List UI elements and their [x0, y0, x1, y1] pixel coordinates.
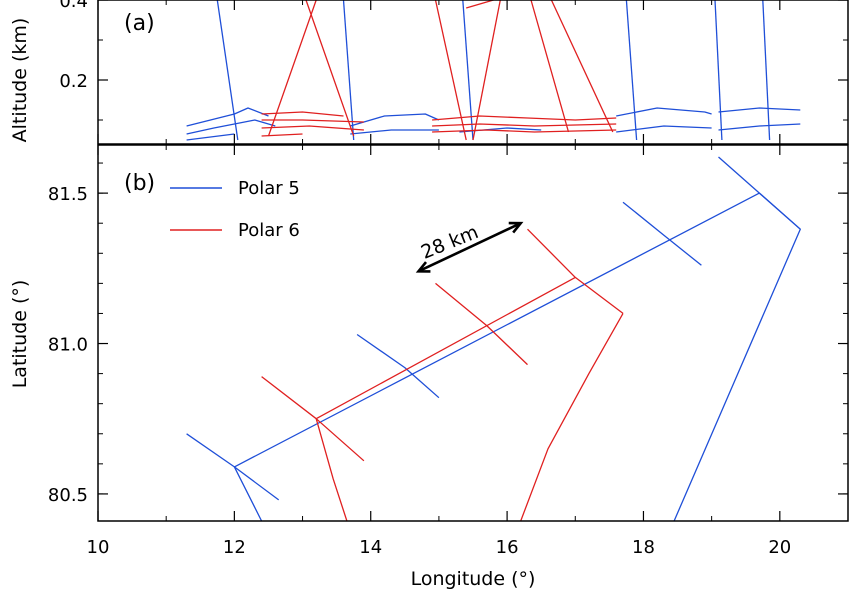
panel-a-series-2-track-6: [432, 123, 617, 127]
panel-a-series-1-track-12: [342, 0, 355, 141]
panel-a-series-2-track-7: [432, 129, 617, 133]
panel-b-series-2-track-5: [527, 228, 624, 314]
panel-a-ticks: 0.2 0.4: [59, 0, 848, 144]
panel-a-series-2-track-14: [466, 0, 494, 9]
panel-a-series-2-track-12: [530, 0, 570, 133]
distance-arrow-head: [508, 221, 524, 234]
legend-label-polar-6: Polar 6: [238, 220, 300, 241]
panel-a-series-2-track-3: [261, 125, 364, 131]
distance-arrow-head: [415, 261, 431, 273]
panel-b-series-1-track-3: [356, 333, 440, 399]
panel-b-x-axis-title: Longitude (°): [411, 568, 536, 590]
panel-a-series-1-track-8: [616, 125, 712, 133]
panel-b-x-tick-label: 10: [87, 537, 110, 558]
panel-b-series-1-track-4: [622, 201, 702, 266]
panel-b-x-tick-label: 12: [223, 537, 246, 558]
panel-b-series-2-track-2: [315, 418, 348, 521]
panel-b-plot-area: [186, 156, 801, 521]
panel-a-y-tick-label: 0.4: [59, 0, 88, 12]
panel-a-series-1-track-3: [186, 133, 235, 141]
panel-b: 10 12 14 16 18 20 80.5 81.0 81.5 (b) Latitude (°…: [9, 144, 849, 590]
panel-a-series-1-track-4: [350, 113, 440, 127]
panel-a-series-2-track-2: [261, 119, 364, 123]
panel-b-ticks: 10 12 14 16 18 20 80.5 81.0 81.5: [48, 145, 848, 558]
panel-a-series-2-track-8: [267, 0, 317, 137]
panel-a-series-2-track-10: [434, 0, 467, 141]
panel-b-x-tick-label: 16: [496, 537, 519, 558]
panel-a-series-1-track-11: [216, 0, 239, 141]
panel-b-series-2-track-6: [520, 313, 624, 521]
panel-b-series-1-track-5: [718, 156, 801, 230]
panel-b-y-tick-label: 80.5: [48, 485, 88, 506]
panel-b-series-1-track-1: [233, 192, 801, 521]
panel-a: 0.2 0.4 (a) Altitude (km): [9, 0, 849, 145]
panel-b-y-axis-title: Latitude (°): [9, 280, 31, 389]
panel-b-series-2-track-3: [315, 276, 576, 420]
panel-a-series-1-track-13: [462, 0, 474, 141]
panel-a-series: [186, 0, 801, 141]
panel-a-series-2-track-4: [261, 133, 303, 137]
panel-a-series-2-track-1: [261, 111, 344, 117]
panel-a-series-2-track-9: [305, 0, 355, 137]
panel-a-series-1-track-14: [625, 0, 638, 141]
panel-a-series-1-track-9: [718, 107, 801, 113]
panel-a-series-1-track-10: [718, 123, 801, 131]
panel-b-series: [186, 156, 801, 521]
panel-b-x-tick-label: 20: [768, 537, 791, 558]
panel-a-frame: [97, 0, 849, 145]
panel-a-plot-area: [186, 0, 801, 141]
panel-a-y-axis-title: Altitude (km): [9, 18, 31, 143]
panel-b-series-2-track-1: [261, 376, 365, 462]
panel-b-y-tick-label: 81.0: [48, 335, 88, 356]
panel-b-y-tick-label: 81.5: [48, 184, 88, 205]
distance-annotation: 28 km: [415, 221, 524, 273]
panel-a-series-1-track-1: [186, 107, 269, 127]
panel-a-series-1-track-7: [616, 107, 712, 117]
panel-a-series-1-track-2: [186, 119, 276, 135]
panel-b-label: (b): [124, 171, 155, 196]
distance-arrow: [415, 221, 524, 273]
legend-label-polar-5: Polar 5: [238, 178, 300, 199]
panel-a-series-1-track-5: [350, 129, 439, 135]
panel-b-x-tick-label: 18: [632, 537, 655, 558]
panel-a-series-2-track-11: [472, 0, 501, 141]
panel-a-label: (a): [124, 11, 155, 36]
distance-arrow-shaft: [417, 222, 522, 273]
panel-a-y-tick-label: 0.2: [59, 71, 88, 92]
panel-b-series-1-track-2: [186, 433, 280, 501]
panel-a-series-1-track-16: [762, 0, 771, 141]
panel-a-series-1-track-15: [714, 0, 723, 141]
panel-a-series-2-track-13: [550, 0, 614, 133]
panel-b-series-2-track-4: [435, 282, 528, 366]
panel-b-x-tick-label: 14: [359, 537, 382, 558]
panel-a-series-2-track-5: [432, 115, 617, 121]
legend: Polar 5 Polar 6: [170, 178, 300, 241]
panel-b-frame: [97, 144, 849, 522]
